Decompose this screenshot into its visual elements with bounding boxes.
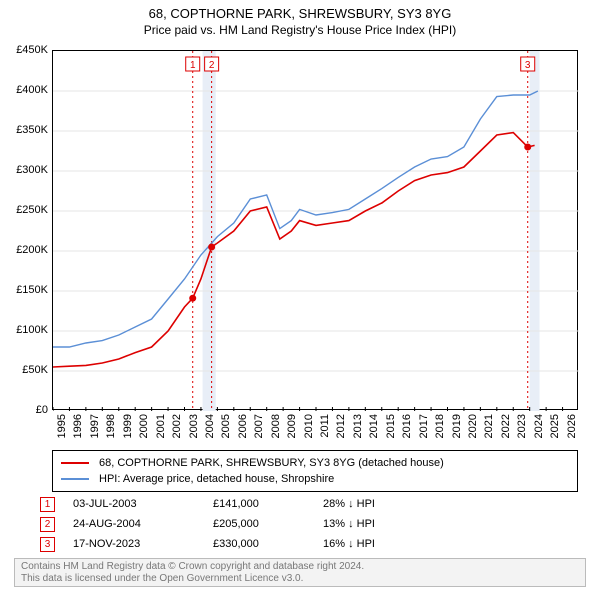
x-tick-label: 1995 xyxy=(56,414,68,454)
x-tick-label: 1997 xyxy=(89,414,101,454)
svg-text:1: 1 xyxy=(190,60,196,71)
legend-row-hpi: HPI: Average price, detached house, Shro… xyxy=(61,471,569,487)
x-tick-label: 2012 xyxy=(335,414,347,454)
footer-line-1: Contains HM Land Registry data © Crown c… xyxy=(21,561,579,573)
legend-label-hpi: HPI: Average price, detached house, Shro… xyxy=(99,473,334,485)
y-tick-label: £100K xyxy=(0,324,48,336)
y-tick-label: £450K xyxy=(0,44,48,56)
svg-text:2: 2 xyxy=(209,60,215,71)
legend-row-property: 68, COPTHORNE PARK, SHREWSBURY, SY3 8YG … xyxy=(61,455,569,471)
x-tick-label: 2004 xyxy=(204,414,216,454)
x-tick-label: 2025 xyxy=(549,414,561,454)
x-tick-label: 2006 xyxy=(237,414,249,454)
sale-diff: 16% ↓ HPI xyxy=(323,538,443,550)
x-tick-label: 2024 xyxy=(533,414,545,454)
y-tick-label: £400K xyxy=(0,84,48,96)
y-tick-label: £250K xyxy=(0,204,48,216)
sales-table: 1 03-JUL-2003 £141,000 28% ↓ HPI 2 24-AU… xyxy=(40,494,443,554)
x-tick-label: 1998 xyxy=(105,414,117,454)
y-tick-label: £150K xyxy=(0,284,48,296)
x-tick-label: 2008 xyxy=(270,414,282,454)
x-tick-label: 2011 xyxy=(319,414,331,454)
x-tick-label: 2002 xyxy=(171,414,183,454)
x-tick-label: 2021 xyxy=(483,414,495,454)
sale-marker-3: 3 xyxy=(40,537,55,552)
sale-marker-2: 2 xyxy=(40,517,55,532)
sales-row: 3 17-NOV-2023 £330,000 16% ↓ HPI xyxy=(40,534,443,554)
sale-date: 24-AUG-2004 xyxy=(73,518,213,530)
y-tick-label: £200K xyxy=(0,244,48,256)
x-tick-label: 2015 xyxy=(385,414,397,454)
property-price-chart: { "title_main": "68, COPTHORNE PARK, SHR… xyxy=(0,0,600,590)
data-attribution: Contains HM Land Registry data © Crown c… xyxy=(14,558,586,587)
legend-label-property: 68, COPTHORNE PARK, SHREWSBURY, SY3 8YG … xyxy=(99,457,444,469)
sale-diff: 13% ↓ HPI xyxy=(323,518,443,530)
x-tick-label: 2019 xyxy=(451,414,463,454)
chart-plot-area: 1 2 3 xyxy=(52,50,578,410)
x-tick-label: 2026 xyxy=(566,414,578,454)
x-tick-label: 2013 xyxy=(352,414,364,454)
x-tick-label: 2001 xyxy=(155,414,167,454)
footer-line-2: This data is licensed under the Open Gov… xyxy=(21,573,579,585)
sale-diff: 28% ↓ HPI xyxy=(323,498,443,510)
y-tick-label: £50K xyxy=(0,364,48,376)
x-tick-label: 2023 xyxy=(516,414,528,454)
sale-price: £205,000 xyxy=(213,518,323,530)
x-tick-label: 2017 xyxy=(418,414,430,454)
sale-price: £330,000 xyxy=(213,538,323,550)
chart-title: 68, COPTHORNE PARK, SHREWSBURY, SY3 8YG xyxy=(0,0,600,21)
x-tick-label: 2016 xyxy=(401,414,413,454)
sale-price: £141,000 xyxy=(213,498,323,510)
x-tick-label: 1999 xyxy=(122,414,134,454)
sale-date: 17-NOV-2023 xyxy=(73,538,213,550)
legend-swatch-property xyxy=(61,462,89,464)
x-tick-label: 2020 xyxy=(467,414,479,454)
x-tick-label: 2009 xyxy=(286,414,298,454)
chart-subtitle: Price paid vs. HM Land Registry's House … xyxy=(0,21,600,37)
svg-text:3: 3 xyxy=(525,60,531,71)
x-tick-label: 2005 xyxy=(220,414,232,454)
y-tick-label: £300K xyxy=(0,164,48,176)
y-tick-label: £0 xyxy=(0,404,48,416)
chart-legend: 68, COPTHORNE PARK, SHREWSBURY, SY3 8YG … xyxy=(52,450,578,492)
y-tick-label: £350K xyxy=(0,124,48,136)
sale-marker-1: 1 xyxy=(40,497,55,512)
x-tick-label: 2010 xyxy=(303,414,315,454)
x-tick-label: 2007 xyxy=(253,414,265,454)
x-tick-label: 2022 xyxy=(500,414,512,454)
sales-row: 1 03-JUL-2003 £141,000 28% ↓ HPI xyxy=(40,494,443,514)
sale-date: 03-JUL-2003 xyxy=(73,498,213,510)
legend-swatch-hpi xyxy=(61,478,89,480)
x-tick-label: 2018 xyxy=(434,414,446,454)
x-tick-label: 2003 xyxy=(188,414,200,454)
sales-row: 2 24-AUG-2004 £205,000 13% ↓ HPI xyxy=(40,514,443,534)
x-tick-label: 2014 xyxy=(368,414,380,454)
x-tick-label: 1996 xyxy=(72,414,84,454)
x-tick-label: 2000 xyxy=(138,414,150,454)
